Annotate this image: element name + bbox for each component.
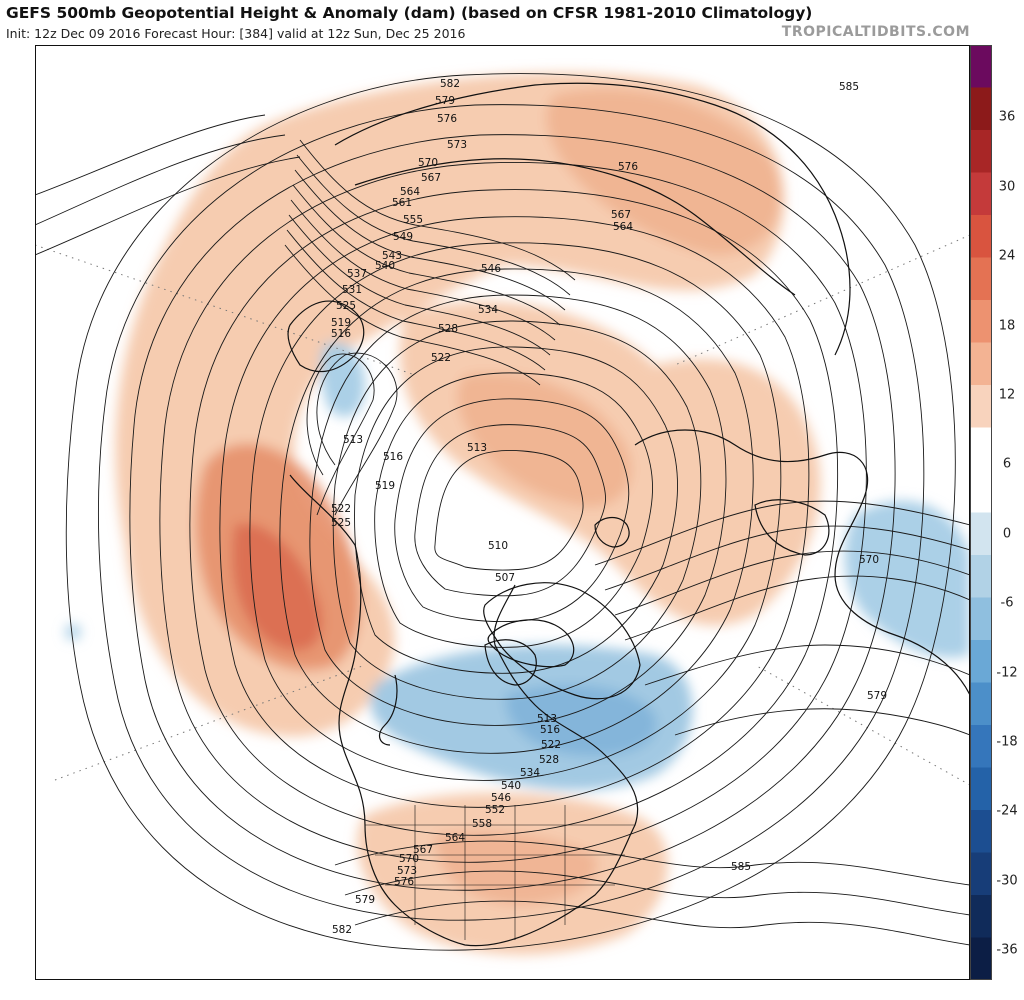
colorbar-swatch [970, 682, 992, 726]
colorbar-swatch [970, 215, 992, 258]
contour-label: 528 [539, 754, 559, 766]
colorbar-label: -30 [996, 873, 1018, 889]
contour-label: 546 [481, 263, 501, 275]
colorbar-label: -6 [1000, 595, 1014, 611]
colorbar-swatch [970, 470, 992, 513]
contour-label: 540 [501, 780, 521, 792]
contour-label: 570 [418, 157, 438, 169]
anomaly-colorbar [970, 45, 992, 980]
colorbar-swatch [970, 300, 992, 343]
contour-label: 516 [383, 451, 403, 463]
contour-label: 564 [613, 221, 633, 233]
contour-label: 558 [472, 818, 492, 830]
colorbar-labels: 36 30 24 18 12 6 0 -6 -12 -18 -24 -30 -3… [992, 45, 1024, 980]
source-watermark: TROPICALTIDBITS.COM [781, 24, 970, 40]
contour-label: 546 [491, 792, 511, 804]
colorbar-swatch [970, 257, 992, 301]
contour-label: 573 [397, 865, 417, 877]
colorbar-swatch [970, 767, 992, 811]
colorbar-swatch [970, 45, 992, 88]
contour-label: 570 [859, 554, 879, 566]
colorbar-swatch [970, 385, 992, 428]
contour-label: 510 [488, 540, 508, 552]
contour-label: 579 [867, 690, 887, 702]
colorbar-label: -18 [996, 734, 1018, 750]
colorbar-label: -24 [996, 803, 1018, 819]
colorbar-swatch [970, 130, 992, 173]
colorbar-swatch [970, 895, 992, 938]
colorbar-swatch [970, 725, 992, 768]
polar-map: 582 579 576 573 570 567 564 561 555 549 … [35, 45, 970, 980]
colorbar-label: 30 [998, 179, 1016, 195]
contour-label: 516 [331, 328, 351, 340]
contour-label: 567 [421, 172, 441, 184]
colorbar-swatch [970, 172, 992, 216]
colorbar-swatch [970, 937, 992, 980]
colorbar-swatch [970, 427, 992, 471]
contour-label: 522 [331, 503, 351, 515]
contour-label: 513 [537, 713, 557, 725]
contour-label: 534 [478, 304, 498, 316]
contour-label: 519 [375, 480, 395, 492]
contour-label: 522 [431, 352, 451, 364]
contour-label: 534 [520, 767, 540, 779]
map-subtitle: Init: 12z Dec 09 2016 Forecast Hour: [38… [6, 26, 466, 41]
contour-label: 513 [343, 434, 363, 446]
contour-label: 567 [611, 209, 631, 221]
contour-label: 576 [618, 161, 638, 173]
colorbar-swatch [970, 640, 992, 683]
contour-label: 537 [347, 268, 367, 280]
contour-label: 522 [541, 739, 561, 751]
colorbar-swatch [970, 512, 992, 556]
contour-label: 564 [400, 186, 420, 198]
contour-label: 585 [839, 81, 859, 93]
height-contours [35, 73, 970, 951]
contour-label: 531 [342, 284, 362, 296]
colorbar-label: 24 [998, 248, 1016, 264]
contour-label: 519 [331, 317, 351, 329]
contour-label: 528 [438, 323, 458, 335]
contour-label: 582 [332, 924, 352, 936]
colorbar-label: 18 [998, 318, 1016, 333]
contour-labels: 582 579 576 573 570 567 564 561 555 549 … [331, 78, 887, 936]
map-title: GEFS 500mb Geopotential Height & Anomaly… [6, 4, 813, 22]
contour-label: 540 [375, 260, 395, 272]
contour-label: 561 [392, 197, 412, 209]
contour-label: 567 [413, 844, 433, 856]
contour-label: 585 [731, 861, 751, 873]
colorbar-label: 0 [1002, 526, 1012, 542]
contour-label: 576 [394, 876, 414, 888]
colorbar-label: -36 [996, 942, 1018, 958]
colorbar-swatch [970, 87, 992, 131]
coastlines [287, 82, 970, 947]
colorbar-swatch [970, 852, 992, 896]
colorbar-swatch [970, 597, 992, 641]
contour-label: 525 [331, 517, 351, 529]
contour-label: 579 [355, 894, 375, 906]
contour-label: 576 [437, 113, 457, 125]
colorbar-label: -12 [996, 665, 1018, 681]
contour-label: 570 [399, 853, 419, 865]
colorbar-label: 36 [998, 109, 1016, 125]
colorbar-label: 6 [1002, 456, 1012, 472]
colorbar-swatch [970, 342, 992, 386]
contour-label: 549 [393, 231, 413, 243]
contour-label: 513 [467, 442, 487, 454]
contour-label: 579 [435, 95, 455, 107]
anomaly-shading [65, 72, 970, 955]
colorbar-border [970, 45, 992, 980]
contour-label: 516 [540, 724, 560, 736]
contour-label: 555 [403, 214, 423, 226]
contour-label: 552 [485, 804, 505, 816]
colorbar-label: 12 [998, 387, 1016, 403]
contour-label: 525 [336, 300, 356, 312]
contour-label: 582 [440, 78, 460, 90]
colorbar-swatch [970, 810, 992, 853]
contour-label: 564 [445, 832, 465, 844]
contour-label: 573 [447, 139, 467, 151]
contour-label: 507 [495, 572, 515, 584]
contour-label: 543 [382, 250, 402, 262]
colorbar-swatch [970, 555, 992, 598]
